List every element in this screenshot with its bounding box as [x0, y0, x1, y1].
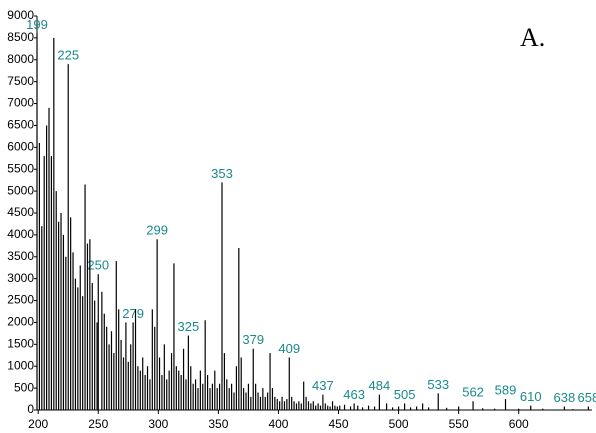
- y-tick-label: 500: [14, 380, 34, 394]
- y-tick-label: 4500: [7, 205, 34, 219]
- y-tick-label: 8500: [7, 30, 34, 44]
- peak-label: 353: [211, 166, 233, 181]
- peak-label: 379: [242, 332, 264, 347]
- peak-label: 589: [495, 382, 517, 397]
- peak-label: 533: [427, 377, 449, 392]
- peak-label: 225: [57, 48, 79, 63]
- y-tick-label: 6500: [7, 118, 34, 132]
- y-tick-label: 2500: [7, 293, 34, 307]
- y-tick-label: 3000: [7, 271, 34, 285]
- y-tick-label: 4000: [7, 227, 34, 241]
- peak-label: 463: [343, 387, 365, 402]
- peak-label: 199: [26, 17, 48, 32]
- x-tick-label: 350: [208, 417, 228, 431]
- x-tick-label: 450: [329, 417, 349, 431]
- x-tick-label: 300: [148, 417, 168, 431]
- peak-label: 638: [554, 390, 576, 405]
- y-tick-label: 2000: [7, 315, 34, 329]
- peak-label: 409: [278, 341, 300, 356]
- x-tick-label: 600: [509, 417, 529, 431]
- y-tick-label: 1000: [7, 358, 34, 372]
- peak-label: 437: [312, 378, 334, 393]
- y-tick-label: 7000: [7, 96, 34, 110]
- peak-label: 562: [462, 385, 484, 400]
- peak-label: 610: [520, 389, 542, 404]
- y-tick-label: 9000: [7, 8, 34, 22]
- y-tick-label: 7500: [7, 74, 34, 88]
- x-tick-label: 200: [28, 417, 48, 431]
- x-tick-label: 500: [389, 417, 409, 431]
- peak-label: 658: [578, 390, 596, 405]
- y-tick-label: 0: [27, 402, 34, 416]
- peak-label: 325: [178, 319, 200, 334]
- peak-label: 279: [122, 306, 144, 321]
- y-tick-label: 3500: [7, 249, 34, 263]
- x-tick-label: 400: [268, 417, 288, 431]
- peak-label: 299: [146, 223, 168, 238]
- annotation: A.: [520, 23, 545, 52]
- y-tick-label: 5500: [7, 161, 34, 175]
- peak-label: 484: [369, 378, 391, 393]
- peak-label: 250: [87, 258, 109, 273]
- peak-label: 505: [394, 387, 416, 402]
- y-tick-label: 5000: [7, 183, 34, 197]
- x-tick-label: 250: [88, 417, 108, 431]
- x-tick-label: 550: [449, 417, 469, 431]
- y-tick-label: 8000: [7, 52, 34, 66]
- y-tick-label: 1500: [7, 337, 34, 351]
- y-tick-label: 6000: [7, 140, 34, 154]
